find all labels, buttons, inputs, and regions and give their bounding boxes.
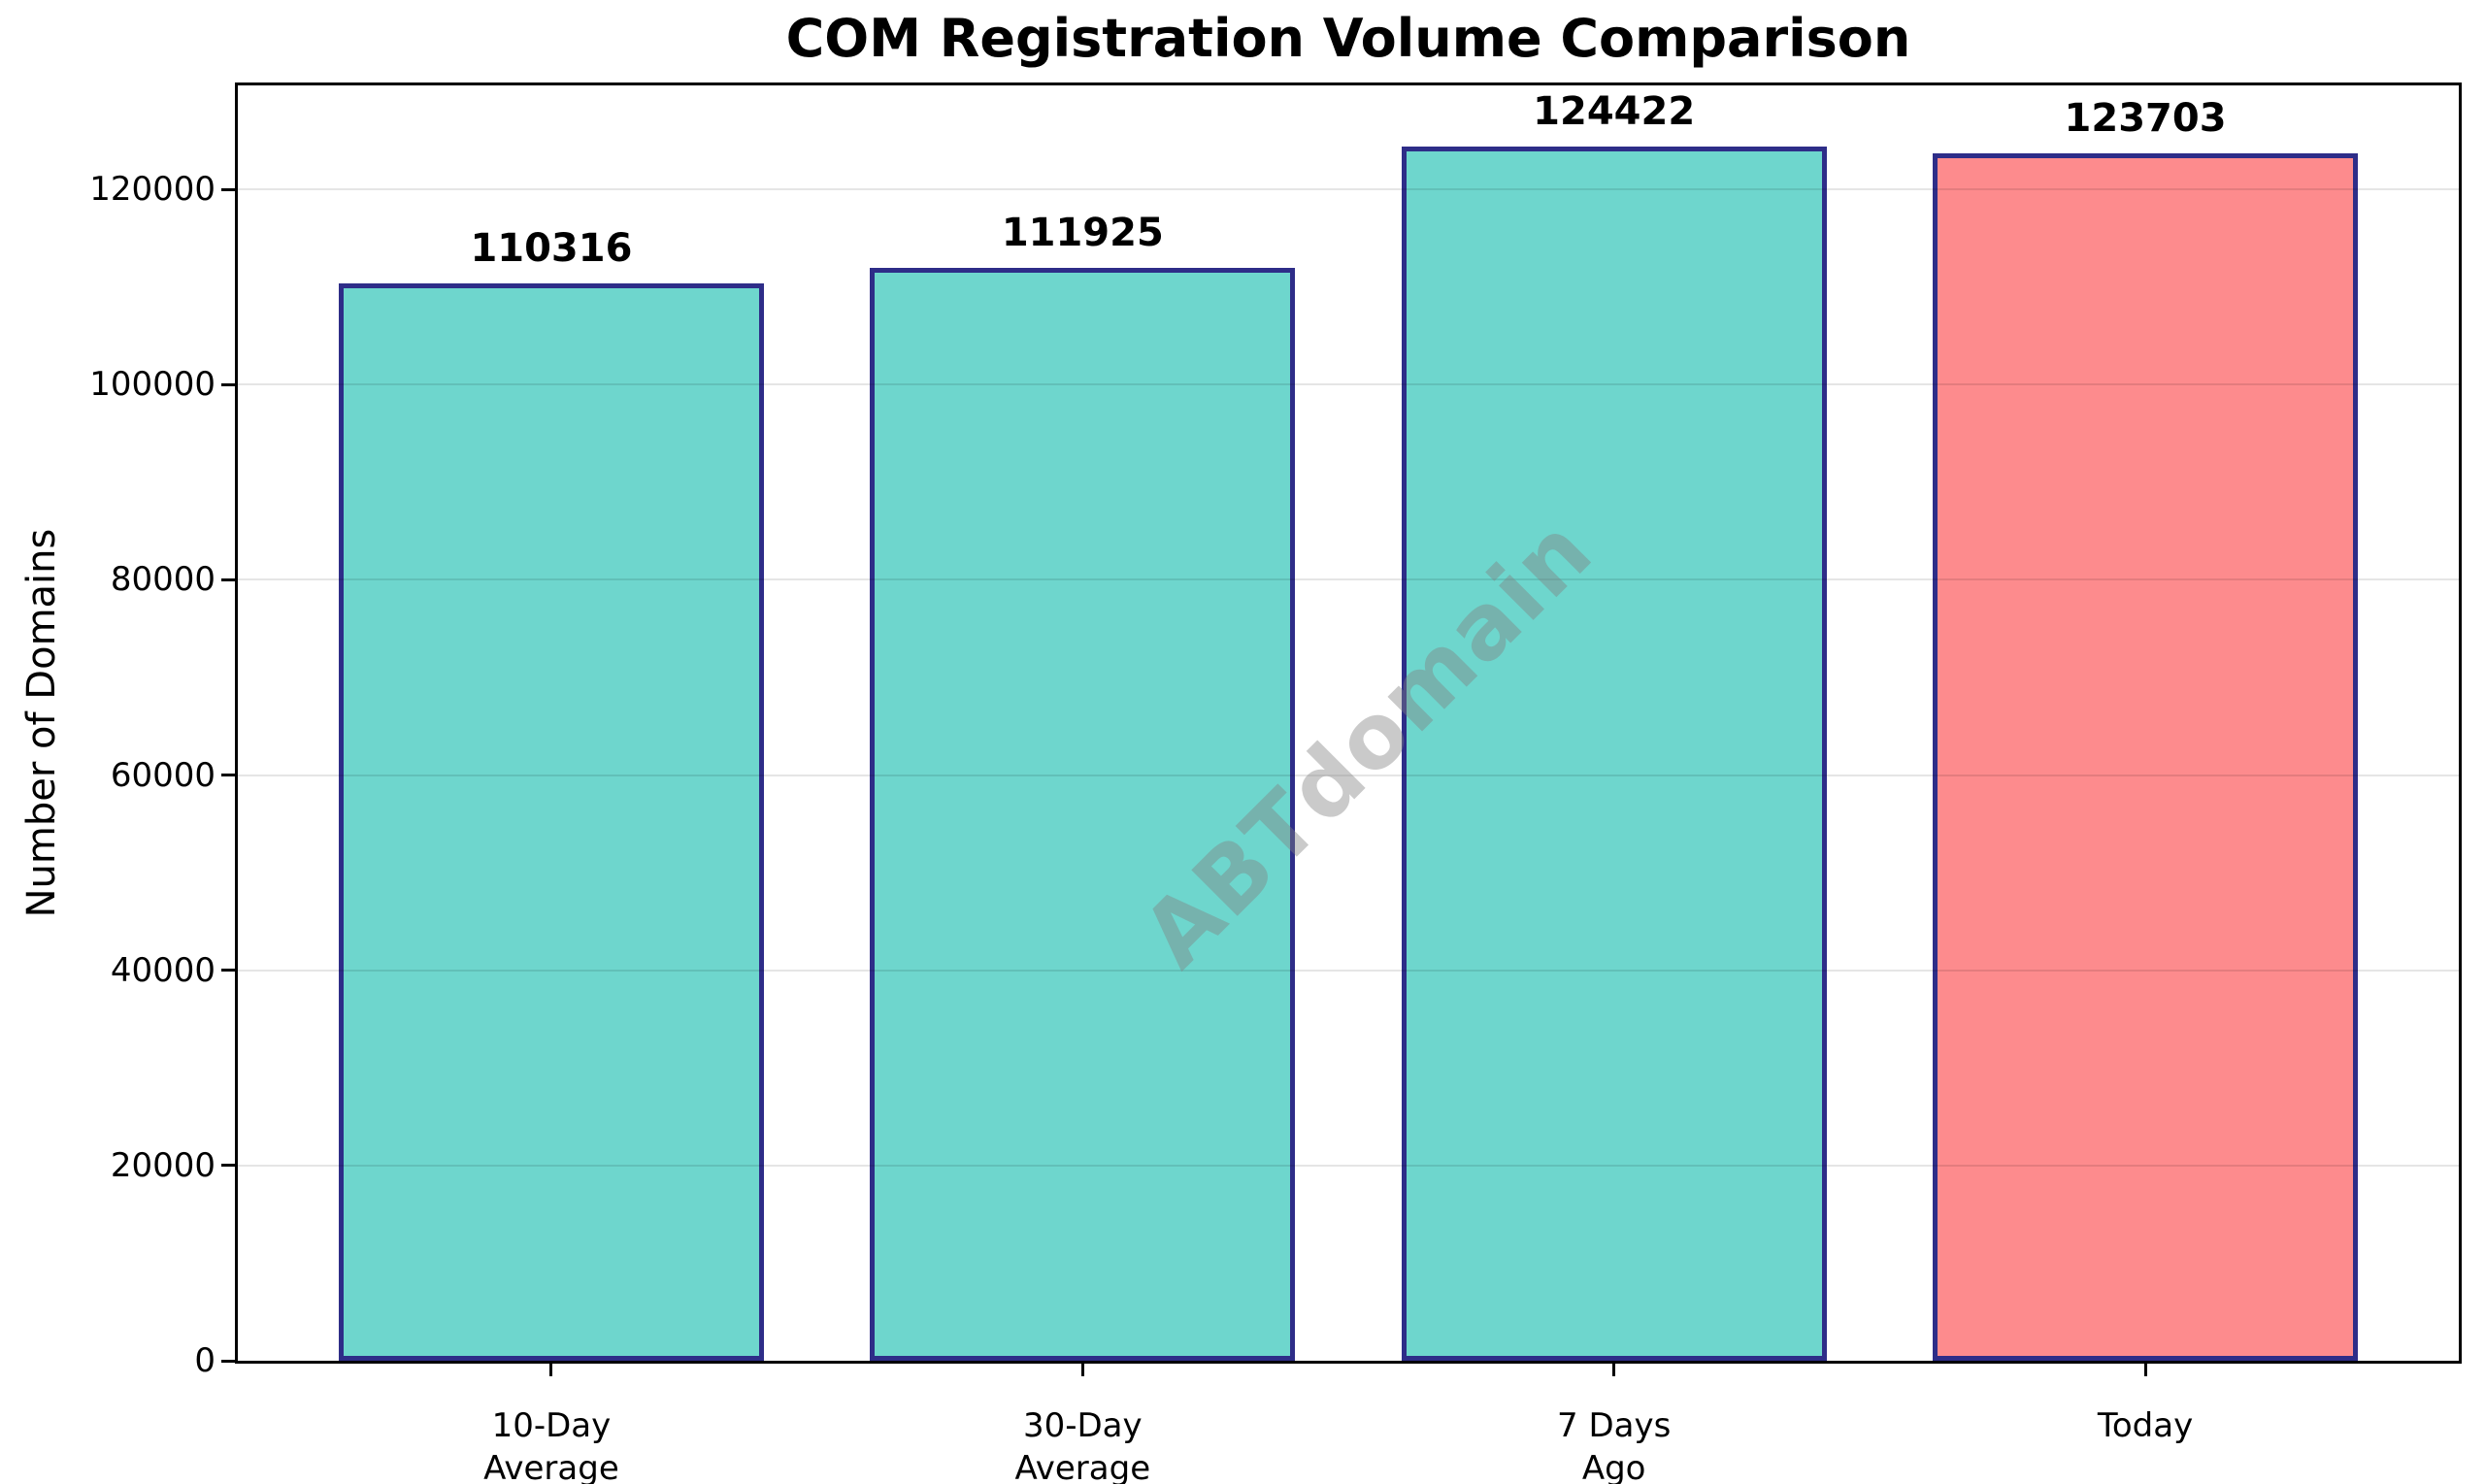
y-tick-label: 100000 xyxy=(89,365,215,405)
bar-value-label: 123703 xyxy=(2064,95,2227,141)
bar-10-day-average xyxy=(339,283,764,1361)
bar-today xyxy=(1933,152,2358,1361)
y-tick-mark xyxy=(221,187,235,191)
y-tick-mark xyxy=(221,969,235,973)
x-tick-mark xyxy=(1612,1364,1616,1376)
chart-title: COM Registration Volume Comparison xyxy=(785,8,1911,69)
y-tick-label: 20000 xyxy=(110,1145,215,1185)
gridline-y-60000 xyxy=(238,774,2459,776)
y-tick-label: 80000 xyxy=(110,560,215,600)
y-tick-mark xyxy=(221,1164,235,1168)
gridline-y-120000 xyxy=(238,188,2459,191)
y-tick-mark xyxy=(221,774,235,777)
y-tick-label: 0 xyxy=(194,1341,215,1380)
bar-7-days-ago xyxy=(1401,146,1827,1361)
bar-value-label: 111925 xyxy=(1001,211,1164,256)
y-tick-label: 40000 xyxy=(110,950,215,990)
x-tick-label: Today xyxy=(2097,1406,2194,1445)
gridline-y-80000 xyxy=(238,578,2459,581)
bar-30-day-average xyxy=(870,268,1296,1361)
gridline-y-100000 xyxy=(238,383,2459,386)
x-tick-label: 10-Day Average xyxy=(483,1406,619,1484)
bar-value-label: 124422 xyxy=(1533,88,1696,134)
y-tick-label: 120000 xyxy=(89,170,215,210)
x-tick-label: 30-Day Average xyxy=(1014,1406,1151,1484)
bar-value-label: 110316 xyxy=(470,226,633,272)
gridline-y-40000 xyxy=(238,969,2459,972)
y-tick-mark xyxy=(221,382,235,386)
y-tick-label: 60000 xyxy=(110,755,215,795)
x-tick-label: 7 Days Ago xyxy=(1557,1406,1672,1484)
gridline-y-20000 xyxy=(238,1164,2459,1167)
plot-area: 110316 111925 124422 123703 ABTdomain xyxy=(235,82,2462,1364)
y-tick-mark xyxy=(221,577,235,581)
x-tick-mark xyxy=(2143,1364,2147,1376)
x-tick-mark xyxy=(1080,1364,1084,1376)
y-tick-mark xyxy=(221,1359,235,1363)
x-tick-mark xyxy=(549,1364,553,1376)
